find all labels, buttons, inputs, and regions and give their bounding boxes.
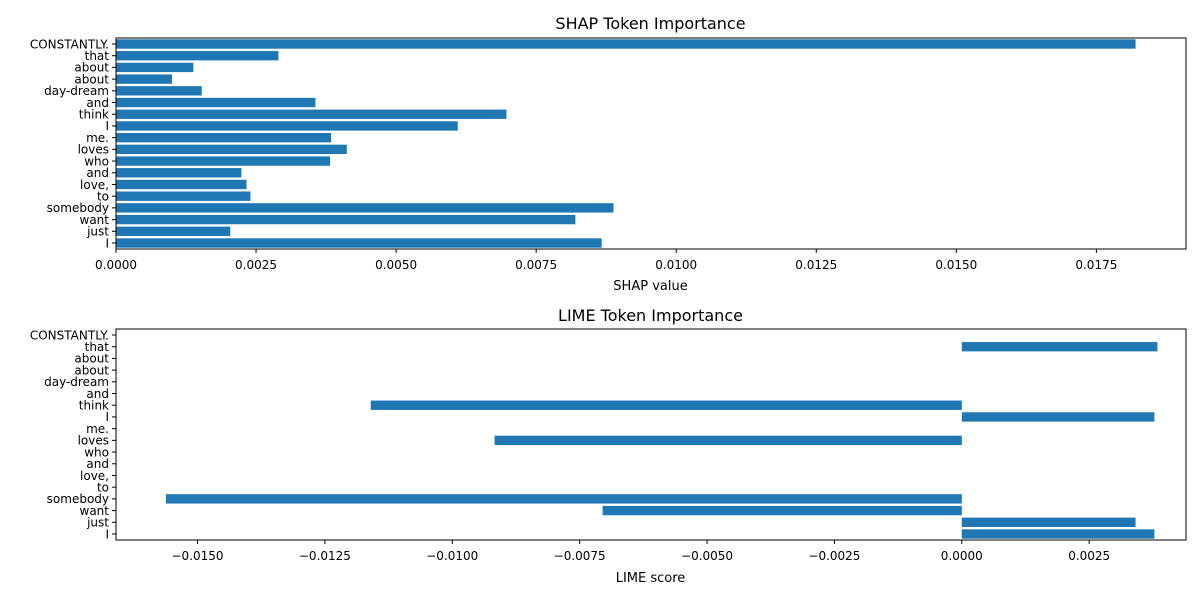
shap-bar-4 (116, 86, 202, 96)
shap-x-tick-label-0: 0.0000 (95, 258, 137, 272)
lime-y-tick-label-2: about (74, 352, 109, 366)
shap-y-tick-label-17: I (105, 236, 109, 250)
shap-x-tick-label-5: 0.0125 (795, 258, 837, 272)
lime-y-tick-label-3: about (74, 363, 109, 377)
shap-x-tick-label-2: 0.0050 (375, 258, 417, 272)
lime-y-tick-label-0: CONSTANTLY. (30, 328, 109, 342)
shap-y-tick-labels: CONSTANTLY.thataboutaboutday-dreamandthi… (30, 37, 116, 250)
lime-x-tick-label-5: −0.0025 (808, 549, 860, 563)
shap-bars (116, 39, 1136, 248)
lime-y-tick-label-13: to (97, 480, 109, 494)
lime-bar-15 (602, 505, 962, 516)
lime-y-tick-label-10: who (84, 445, 109, 459)
lime-y-tick-label-8: me. (86, 422, 109, 436)
lime-x-tick-label-2: −0.0100 (426, 549, 478, 563)
lime-bars (165, 342, 1158, 539)
shap-y-tick-label-14: somebody (47, 201, 109, 215)
lime-y-tick-label-16: just (86, 516, 109, 530)
lime-y-tick-label-9: loves (78, 434, 109, 448)
shap-y-tick-label-7: I (105, 119, 109, 133)
shap-y-tick-label-13: to (97, 189, 109, 203)
lime-y-tick-labels: CONSTANTLY.thataboutaboutday-dreamandthi… (30, 328, 116, 541)
lime-bar-1 (961, 342, 1158, 352)
shap-bar-2 (116, 62, 194, 73)
shap-y-tick-label-9: loves (78, 143, 109, 157)
shap-bar-6 (116, 109, 507, 119)
shap-panel: SHAP Token Importance CONSTANTLY.thatabo… (30, 14, 1187, 294)
shap-bar-12 (116, 179, 247, 190)
shap-plot-frame (115, 37, 1187, 250)
shap-x-tick-label-1: 0.0025 (235, 258, 277, 272)
shap-y-tick-label-3: about (74, 72, 109, 86)
shap-x-tick-label-4: 0.0100 (655, 258, 697, 272)
shap-y-tick-label-11: and (86, 166, 109, 180)
lime-x-tick-label-4: −0.0050 (681, 549, 733, 563)
shap-bar-1 (116, 51, 279, 61)
lime-x-tick-label-0: −0.0150 (172, 549, 224, 563)
shap-bar-5 (116, 97, 316, 108)
shap-bar-9 (116, 144, 347, 155)
lime-y-tick-label-15: want (80, 504, 110, 518)
shap-y-tick-label-5: and (86, 96, 109, 110)
lime-x-tick-label-7: 0.0025 (1068, 549, 1110, 563)
shap-y-tick-label-6: think (79, 108, 109, 122)
shap-bar-15 (116, 214, 576, 225)
lime-y-tick-label-6: think (79, 399, 109, 413)
lime-bar-9 (494, 435, 962, 446)
lime-x-tick-labels: −0.0150 −0.0125 −0.0100 −0.0075 −0.0050 −0.00… (172, 540, 1110, 563)
lime-y-tick-label-1: that (85, 340, 110, 354)
lime-bar-16 (961, 517, 1136, 527)
lime-bar-14 (165, 494, 962, 504)
shap-y-tick-label-15: want (80, 213, 110, 227)
lime-panel: LIME Token Importance CONSTANTLY.thatabo… (30, 306, 1187, 586)
shap-title: SHAP Token Importance (555, 14, 745, 33)
lime-x-tick-label-6: 0.0000 (941, 549, 983, 563)
shap-bar-13 (116, 191, 251, 201)
shap-bar-16 (116, 226, 231, 236)
shap-x-tick-label-7: 0.0175 (1075, 258, 1117, 272)
shap-y-tick-label-4: day-dream (44, 84, 109, 98)
shap-x-tick-label-6: 0.0150 (935, 258, 977, 272)
shap-y-tick-label-1: that (85, 49, 110, 63)
shap-x-tick-label-3: 0.0075 (515, 258, 557, 272)
shap-y-tick-label-10: who (84, 154, 109, 168)
shap-bar-14 (116, 203, 614, 213)
shap-x-axis-label: SHAP value (613, 279, 687, 294)
lime-bar-17 (961, 529, 1155, 539)
lime-bar-7 (961, 412, 1155, 422)
shap-y-tick-label-16: just (86, 225, 109, 239)
lime-bar-6 (370, 400, 962, 410)
lime-y-tick-label-4: day-dream (44, 375, 109, 389)
shap-bar-0 (116, 39, 1136, 49)
lime-y-tick-label-5: and (86, 387, 109, 401)
lime-y-tick-label-14: somebody (47, 492, 109, 506)
shap-x-tick-labels: 0.0000 0.0025 0.0050 0.0075 0.0100 0.0125 0.01… (95, 249, 1117, 272)
lime-title: LIME Token Importance (558, 306, 743, 325)
shap-y-tick-label-2: about (74, 61, 109, 75)
shap-y-tick-label-0: CONSTANTLY. (30, 37, 109, 51)
shap-bar-10 (116, 156, 330, 166)
shap-y-tick-label-12: love, (80, 178, 109, 192)
lime-y-tick-label-12: love, (80, 469, 109, 483)
lime-y-tick-label-11: and (86, 457, 109, 471)
shap-bar-11 (116, 168, 242, 178)
shap-bar-3 (116, 74, 173, 84)
lime-plot-frame (115, 328, 1187, 541)
lime-x-tick-label-3: −0.0075 (554, 549, 606, 563)
lime-x-axis-label: LIME score (616, 571, 686, 586)
lime-y-tick-label-17: I (105, 527, 109, 541)
lime-y-tick-label-7: I (105, 410, 109, 424)
shap-bar-7 (116, 121, 458, 131)
shap-bar-8 (116, 132, 332, 143)
shap-y-tick-label-8: me. (86, 131, 109, 145)
shap-bar-17 (116, 238, 602, 248)
lime-x-tick-label-1: −0.0125 (299, 549, 351, 563)
